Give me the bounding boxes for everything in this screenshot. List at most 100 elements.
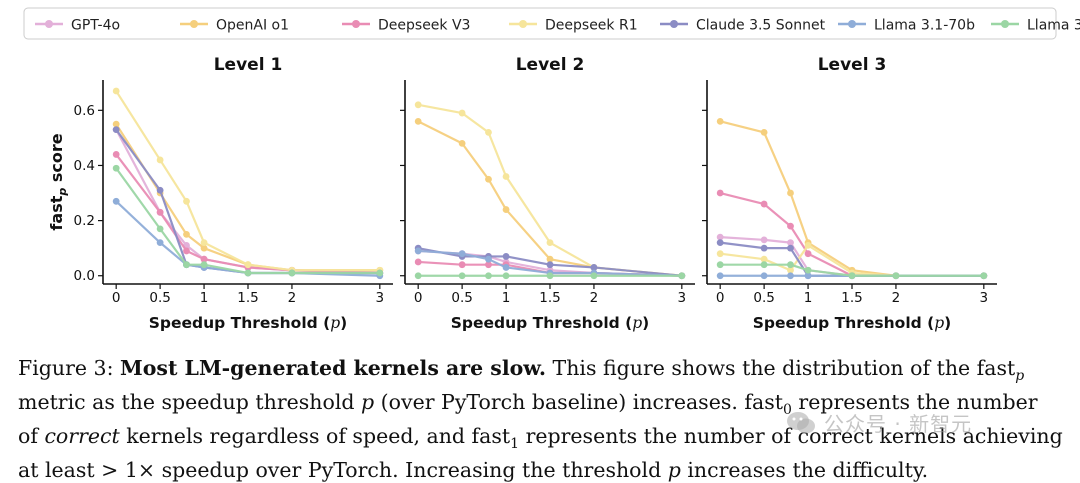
legend-label: Deepseek V3 [378,18,470,34]
data-point [502,264,510,271]
watermark-text: 公众号 · 新智元 [824,412,973,436]
series-line [417,103,682,277]
x-axis-label: Speedup Threshold (p) [753,314,952,332]
series-line [719,120,984,277]
panel-level-1: Level 1 0 0.5 1 1.5 2 3 0.0 0.2 0.4 0.6 Speedup Thr… [47,55,393,332]
data-point [183,197,190,205]
data-point [546,255,554,263]
series-line [115,153,380,275]
data-point [787,261,794,269]
y-tick-label: 0.2 [74,213,95,229]
legend-marker [519,20,527,28]
series-llama-3-1-405b [112,164,384,277]
legend-label: GPT-4o [71,18,120,34]
x-tick-label: 0.5 [149,290,170,306]
data-point [760,272,768,280]
data-point [458,272,466,280]
caption-sub-1: 1 [510,436,520,453]
data-point [546,272,554,280]
x-tick-label: 1.5 [539,290,560,306]
x-tick-label: 2 [892,290,901,306]
data-point [156,225,164,233]
data-point [156,239,164,247]
panel-title: Level 3 [818,55,887,75]
data-point [787,189,794,197]
data-point [414,117,422,125]
data-point [244,261,252,269]
series-deepseek-v3 [112,151,384,277]
data-point [156,208,164,216]
x-tick-label: 0.5 [451,290,472,306]
caption-prefix: Figure 3: [18,356,121,380]
data-point [787,239,794,247]
y-tick-label: 0.4 [74,158,95,174]
data-point [804,250,812,258]
data-point [678,272,686,280]
caption-var-p: p [361,390,375,415]
data-point [892,272,900,280]
data-point [760,261,768,269]
data-point [716,117,724,125]
data-point [458,250,466,258]
legend-entry-deepseek-r1: Deepseek R1 [509,18,638,34]
x-tick-label: 3 [376,290,385,306]
data-point [980,272,988,280]
series-openai-o1 [716,117,988,280]
x-tick-label: 1 [502,290,511,306]
legend-label: OpenAI o1 [216,18,289,34]
data-point [546,261,554,269]
data-point [485,128,492,136]
data-point [112,164,120,172]
series-llama-3-1-405b [414,272,686,280]
legend-label: Claude 3.5 Sonnet [696,18,826,34]
x-tick-label: 0 [414,290,423,306]
data-point [458,261,466,269]
data-point [200,255,208,263]
data-point [244,269,252,277]
data-point [183,261,190,269]
data-point [200,244,208,252]
series-llama-3-1-405b [716,261,988,280]
x-tick-label: 0 [112,290,121,306]
data-point [156,186,164,194]
series-line [115,123,380,272]
watermark: 公众号 · 新智元 [786,408,972,437]
data-point [804,242,812,249]
data-point [414,247,422,255]
caption-text: This figure shows the distribution of th… [546,356,1016,380]
caption-text: metric as the speedup threshold [18,390,362,415]
data-point [112,151,120,158]
data-point [716,239,724,247]
x-tick-label: 2 [590,290,599,306]
data-point [760,244,768,252]
caption-text: increases the difficulty. [680,458,929,483]
data-point [414,258,422,266]
data-point [787,222,794,230]
y-axis-label: fastp score [47,133,69,230]
x-tick-label: 0.5 [753,290,774,306]
legend: GPT-4o OpenAI o1 Deepseek V3 Deepseek R1 Cla… [23,7,1080,40]
data-point [112,197,120,205]
data-point [112,87,120,95]
legend-entry-deepseek-v3: Deepseek V3 [342,18,470,34]
data-point [590,272,598,280]
data-point [485,175,492,183]
data-point [414,101,422,109]
data-point [804,266,812,274]
data-point [200,261,208,269]
data-point [502,253,510,260]
data-point [112,126,120,134]
data-point [156,156,164,164]
legend-entry-gpt-4o: GPT-4o [35,18,120,34]
series-line [115,90,380,272]
data-point [288,269,296,277]
data-point [760,128,768,136]
legend-marker [352,20,360,28]
data-point [502,173,510,180]
data-point [502,272,510,280]
legend-entry-llama-3-1-405b: Llama 3.1-405b [991,18,1080,34]
data-point [848,272,856,280]
data-point [787,266,794,274]
data-point [716,233,724,241]
data-point [590,264,598,271]
